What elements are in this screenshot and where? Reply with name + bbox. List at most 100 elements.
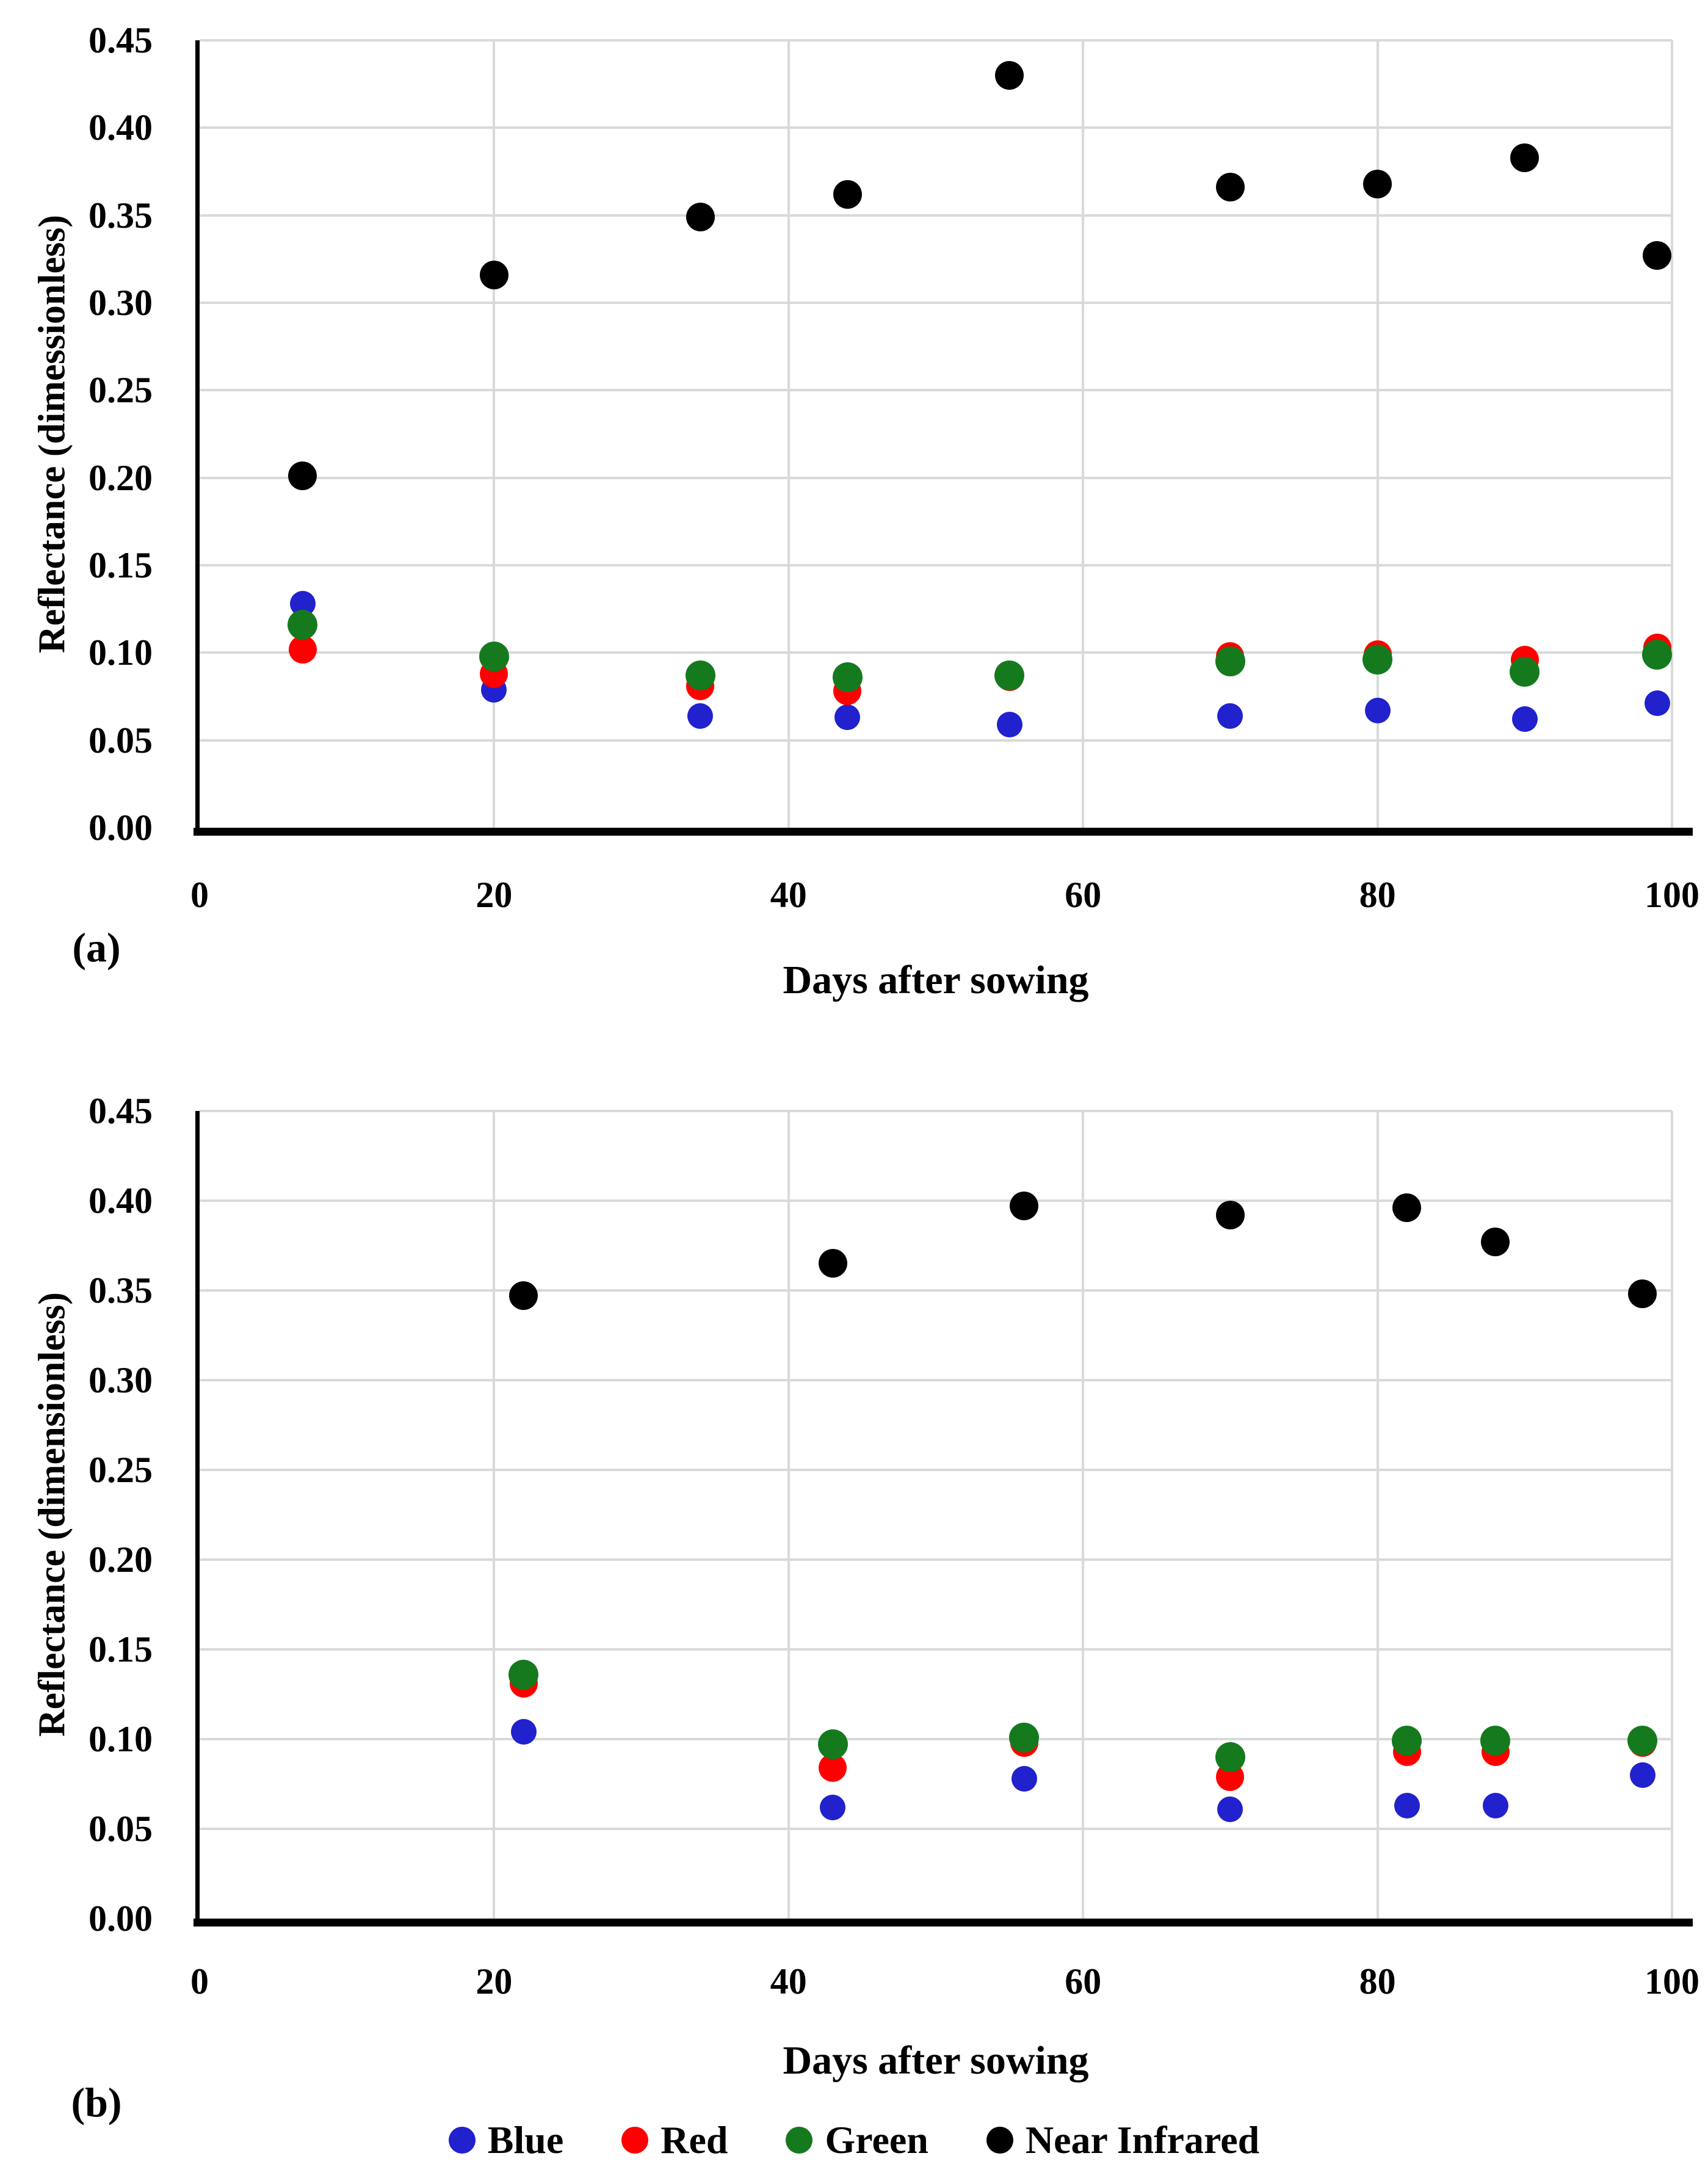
data-point-red (288, 635, 317, 664)
data-point-green (1362, 645, 1393, 675)
data-point-green (479, 641, 509, 671)
y-axis-line (195, 40, 200, 835)
x-tick-label-40: 40 (770, 1961, 807, 2002)
y-tick-label-0.00: 0.00 (89, 808, 153, 848)
x-tick-label-20: 20 (476, 875, 513, 915)
gridline-y-0.05 (200, 739, 1672, 742)
legend-item-blue: Blue (448, 2118, 563, 2163)
y-tick-label-0.25: 0.25 (89, 1450, 153, 1490)
gridline-y-0.20 (200, 476, 1672, 479)
data-point-blue (1217, 1796, 1243, 1822)
gridline-y-0.10 (200, 651, 1672, 654)
data-point-near-infrared (1481, 1228, 1510, 1257)
gridline-y-0.10 (200, 1738, 1672, 1740)
gridline-y-0.35 (200, 1289, 1672, 1292)
data-point-near-infrared (1392, 1193, 1422, 1223)
legend-label-near-infrared: Near Infrared (1025, 2118, 1260, 2162)
gridline-x-60 (1082, 40, 1085, 828)
x-tick-label-0: 0 (190, 875, 209, 915)
data-point-green (832, 662, 863, 692)
y-tick-label-0.35: 0.35 (89, 1270, 153, 1311)
y-tick-label-0.30: 0.30 (89, 1360, 153, 1400)
data-point-near-infrared (479, 260, 508, 289)
gridline-x-20 (493, 40, 496, 828)
gridline-y-0.20 (200, 1558, 1672, 1561)
y-tick-label-0.30: 0.30 (89, 283, 153, 323)
panel-label-b: (b) (71, 2079, 122, 2126)
legend-label-green: Green (825, 2118, 928, 2162)
y-tick-label-0.45: 0.45 (89, 20, 153, 60)
x-axis-title-a: Days after sowing (783, 958, 1089, 1002)
gridline-x-40 (787, 1111, 790, 1919)
y-tick-label-0.15: 0.15 (89, 1629, 153, 1670)
y-tick-label-0.20: 0.20 (89, 1539, 153, 1580)
data-point-blue (1644, 690, 1670, 717)
y-tick-label-0.20: 0.20 (89, 457, 153, 498)
data-point-near-infrared (1643, 241, 1672, 270)
y-tick-label-0.35: 0.35 (89, 195, 153, 236)
gridline-y-0.15 (200, 564, 1672, 566)
x-tick-label-0: 0 (190, 1961, 209, 2002)
data-point-near-infrared (818, 1249, 847, 1278)
data-point-near-infrared (1215, 173, 1245, 202)
x-axis-line (194, 1919, 1693, 1927)
data-point-blue (1482, 1792, 1508, 1818)
gridline-y-0.25 (200, 1469, 1672, 1471)
x-tick-label-60: 60 (1065, 875, 1102, 915)
gridline-x-80 (1376, 40, 1379, 828)
gridline-x-100 (1671, 40, 1673, 828)
data-point-green (1215, 1742, 1245, 1772)
data-point-blue (1011, 1765, 1037, 1792)
legend-item-green: Green (786, 2118, 928, 2163)
y-tick-label-0.10: 0.10 (89, 632, 153, 673)
data-point-near-infrared (1628, 1279, 1657, 1309)
gridline-y-0.30 (200, 302, 1672, 304)
data-point-near-infrared (1363, 169, 1392, 198)
data-point-green (288, 609, 318, 640)
data-point-blue (1394, 1792, 1420, 1818)
gridline-y-0.40 (200, 126, 1672, 129)
y-tick-label-0.25: 0.25 (89, 370, 153, 411)
data-point-near-infrared (686, 203, 715, 232)
data-point-green (685, 660, 715, 691)
x-axis-title-b: Days after sowing (783, 2038, 1089, 2083)
data-point-blue (1629, 1762, 1656, 1788)
plot-area-b (194, 1110, 1693, 1927)
y-axis-line (195, 1111, 200, 1926)
gridline-y-0.45 (200, 39, 1672, 42)
gridline-y-0.35 (200, 214, 1672, 217)
y-tick-label-0.15: 0.15 (89, 545, 153, 585)
x-tick-label-20: 20 (476, 1961, 513, 2002)
data-point-blue (996, 711, 1022, 737)
data-point-blue (1511, 706, 1538, 733)
gridline-y-0.30 (200, 1379, 1672, 1381)
x-tick-label-80: 80 (1359, 875, 1396, 915)
y-tick-label-0.10: 0.10 (89, 1719, 153, 1759)
data-point-green (1642, 639, 1673, 670)
legend-item-near-infrared: Near Infrared (986, 2118, 1259, 2163)
x-tick-label-100: 100 (1645, 875, 1699, 915)
gridline-y-0.05 (200, 1828, 1672, 1830)
y-tick-label-0.00: 0.00 (89, 1898, 153, 1939)
data-point-blue (1364, 697, 1391, 723)
data-point-green (1627, 1726, 1658, 1756)
legend-marker-green-icon (786, 2127, 813, 2154)
data-point-blue (510, 1719, 537, 1745)
legend: Blue Red Green Near Infrared (0, 2111, 1708, 2169)
x-tick-label-40: 40 (770, 875, 807, 915)
y-tick-label-0.05: 0.05 (89, 720, 153, 761)
gridline-x-80 (1376, 1111, 1379, 1919)
y-tick-label-0.40: 0.40 (89, 107, 153, 148)
data-point-near-infrared (1010, 1192, 1039, 1221)
legend-item-red: Red (621, 2118, 728, 2163)
gridline-y-0.45 (200, 1110, 1672, 1112)
data-point-blue (1217, 703, 1243, 729)
data-point-green (1480, 1726, 1511, 1756)
data-point-near-infrared (288, 461, 317, 491)
data-point-near-infrared (833, 179, 862, 209)
gridline-x-20 (493, 1111, 496, 1919)
gridline-x-60 (1082, 1111, 1085, 1919)
data-point-green (1215, 646, 1245, 677)
data-point-near-infrared (995, 60, 1024, 90)
